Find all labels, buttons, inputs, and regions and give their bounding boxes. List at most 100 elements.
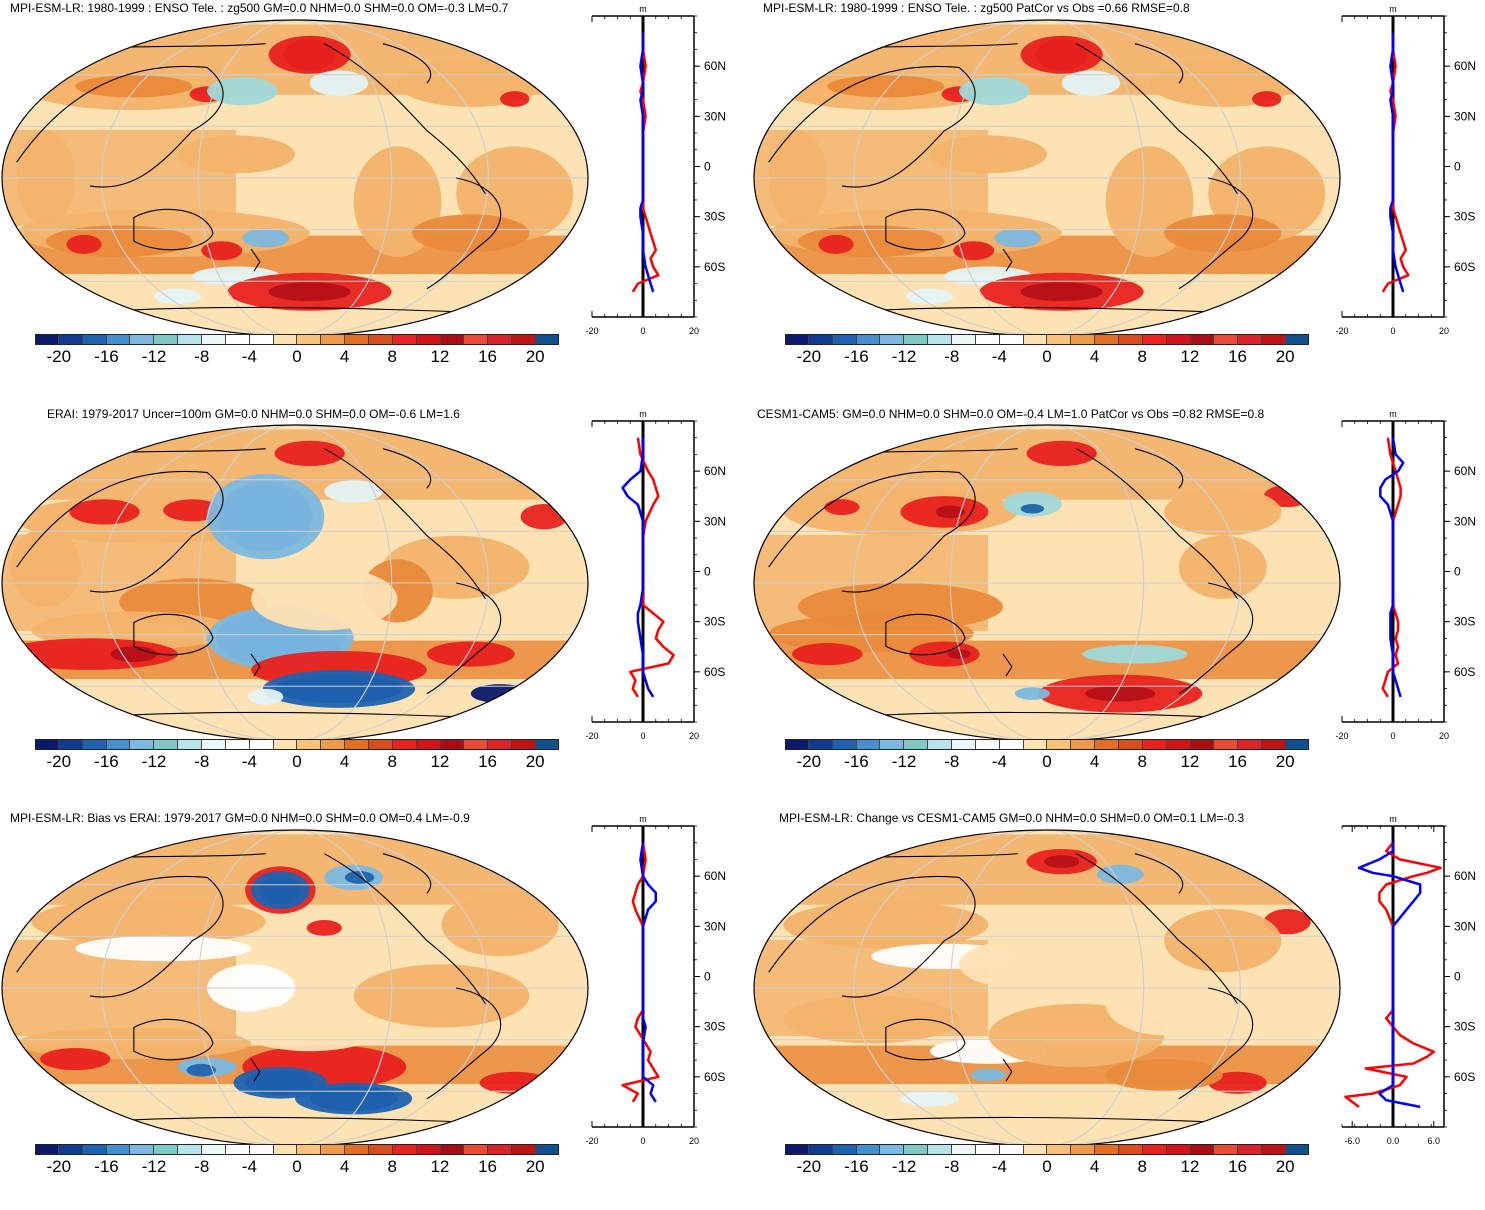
field-anomaly-blob — [909, 641, 980, 667]
field-anomaly-blob — [69, 499, 140, 525]
colorbar-tick-label: -4 — [241, 1157, 257, 1176]
field-anomaly-blob — [1164, 214, 1282, 253]
panel-erai: ERAI: 1979-2017 Uncer=100m GM=0.0 NHM=0.… — [0, 405, 745, 805]
colorbar-swatch — [1190, 1144, 1215, 1155]
profile-lat-label: 60S — [1454, 1070, 1475, 1084]
colorbar-swatch — [154, 739, 179, 750]
colorbar-tick-label: 20 — [525, 752, 545, 771]
colorbar-swatch — [202, 739, 226, 750]
profile-model-line — [1381, 32, 1410, 293]
profile-lat-label: 60S — [704, 665, 725, 679]
colorbar-tick-label: -4 — [991, 347, 1007, 366]
coastline-path — [1134, 448, 1184, 489]
colorbar-swatch — [154, 1144, 179, 1155]
map-field — [754, 425, 1340, 741]
profile-x-tick-label: -20 — [1335, 731, 1348, 741]
profile-axes: m 60N 30N 0 30S 60S -20 0 20 — [1335, 4, 1476, 336]
field-anomaly-blob — [792, 643, 863, 666]
map-field — [754, 20, 1340, 336]
colorbar-swatch — [202, 1144, 226, 1155]
coastline-path — [1178, 582, 1254, 695]
field-anomaly-blob — [1085, 685, 1156, 702]
coastline-path — [1002, 248, 1013, 272]
colorbar-tick-label: 12 — [430, 347, 450, 366]
colorbar-swatch — [178, 334, 203, 345]
panel-title: CESM1-CAM5: GM=0.0 NHM=0.0 SHM=0.0 OM=-0… — [757, 407, 1265, 421]
colorbar-swatch — [369, 739, 393, 750]
colorbar-swatch — [1190, 739, 1215, 750]
colorbar-swatch — [345, 334, 370, 345]
profile-x-tick-label: 0.0 — [1387, 1136, 1400, 1146]
colorbar-tick-label: -16 — [94, 347, 119, 366]
profile-model-line — [629, 437, 675, 698]
colorbar-swatch — [952, 739, 976, 750]
colorbar-swatch — [273, 1144, 298, 1155]
colorbar-tick-label: 8 — [387, 1157, 397, 1176]
graticule — [2, 830, 588, 1146]
profile-unit-label: m — [639, 814, 647, 824]
field-anomaly-blob — [1105, 1059, 1223, 1091]
colorbar-tick-label: -12 — [891, 1157, 917, 1176]
coastline-path — [885, 613, 966, 656]
profile-lat-label: 0 — [1454, 160, 1461, 174]
colorbar-swatch — [832, 739, 857, 750]
world-map — [1, 829, 589, 1147]
profile-x-tick-label: 20 — [1439, 731, 1449, 741]
colorbar-swatch — [345, 739, 370, 750]
coastline-path — [16, 470, 224, 593]
colorbar-swatch — [536, 1144, 559, 1155]
field-anomaly-blob — [177, 135, 295, 174]
colorbar-tick-label: -8 — [194, 347, 210, 366]
field-anomaly-blob — [274, 440, 345, 467]
colorbar-swatch — [808, 1144, 833, 1155]
zonal-mean-profile: m 60N 30N 0 30S 60S -20 0 20 — [1335, 4, 1476, 336]
field-anomaly-blob — [1014, 687, 1050, 700]
colorbar-swatch — [488, 334, 513, 345]
colorbar-tick-label: 4 — [1089, 752, 1100, 771]
colorbar-swatch — [1071, 1144, 1096, 1155]
field-anomaly-blob — [1020, 35, 1103, 74]
colorbar-swatch — [975, 1144, 1000, 1155]
colorbar-swatch — [999, 739, 1024, 750]
colorbar-swatch — [1238, 739, 1263, 750]
field-anomaly-blob — [412, 214, 530, 253]
profile-model-line — [631, 32, 660, 293]
coastline-path — [16, 65, 224, 188]
profile-lat-label: 30N — [704, 109, 726, 123]
colorbar-swatch — [880, 739, 905, 750]
colorbar-swatch — [1166, 1144, 1191, 1155]
field-anomaly-blob — [10, 527, 82, 607]
profile-lat-label: 60N — [1454, 59, 1476, 73]
panel-title: MPI-ESM-LR: 1980-1999 : ENSO Tele. : zg5… — [763, 1, 1190, 15]
field-anomaly-blob — [994, 228, 1042, 248]
colorbar-tick-label: -20 — [46, 1157, 72, 1176]
coastline-path — [841, 306, 1223, 313]
colorbar-swatch — [1047, 739, 1072, 750]
colorbar-swatch — [488, 739, 513, 750]
profile-axes: m 60N 30N 0 30S 60S -20 0 20 — [585, 814, 726, 1146]
field-anomaly-blob — [1026, 440, 1097, 467]
profile-x-tick-label: 20 — [689, 1136, 699, 1146]
colorbar-swatch — [178, 739, 203, 750]
profile-axes: m 60N 30N 0 30S 60S -20 0 20 — [1335, 409, 1476, 741]
profile-lat-label: 30N — [704, 919, 726, 933]
colorbar-swatch — [225, 334, 250, 345]
colorbar-labels: -20 -16 -12 -8 -4 0 4 8 12 16 20 — [35, 1157, 559, 1179]
field-anomaly-blob — [154, 288, 202, 305]
field-anomaly-blob — [959, 940, 1077, 988]
profile-lat-label: 0 — [1454, 565, 1461, 579]
colorbar-swatch — [464, 1144, 489, 1155]
colorbar-tick-label: -8 — [944, 347, 960, 366]
colorbar-swatch — [58, 1144, 83, 1155]
colorbar-tick-label: 8 — [1137, 1157, 1147, 1176]
colorbar — [785, 334, 1309, 345]
colorbar-tick-label: -4 — [991, 752, 1007, 771]
colorbar-swatch — [1262, 334, 1287, 345]
panel-title: MPI-ESM-LR: Change vs CESM1-CAM5 GM=0.0 … — [779, 811, 1245, 825]
colorbar-swatch — [832, 1144, 857, 1155]
colorbar-tick-label: 0 — [292, 752, 302, 771]
panel-title: MPI-ESM-LR: 1980-1999 : ENSO Tele. : zg5… — [10, 1, 509, 15]
panel-mpi-climatology: MPI-ESM-LR: 1980-1999 : ENSO Tele. : zg5… — [0, 0, 745, 400]
colorbar-swatch — [975, 739, 1000, 750]
coastline-path — [324, 43, 486, 195]
